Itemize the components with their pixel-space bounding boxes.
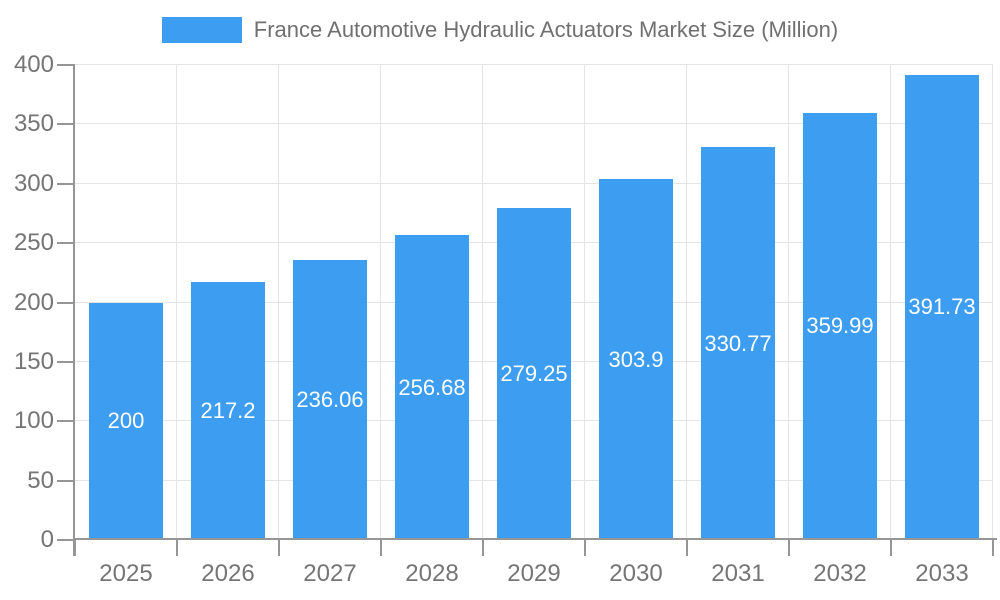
h-gridline xyxy=(75,123,993,125)
bar-2032[interactable]: 359.99 xyxy=(803,112,877,540)
v-gridline xyxy=(380,65,381,540)
bar-value-label: 330.77 xyxy=(704,330,772,356)
y-tick-label: 400 xyxy=(13,51,54,78)
h-gridline xyxy=(75,182,993,184)
v-gridline xyxy=(788,65,789,540)
bar-2031[interactable]: 330.77 xyxy=(701,147,775,540)
y-tick-label: 300 xyxy=(13,169,54,197)
y-axis-tick xyxy=(57,123,75,126)
v-gridline xyxy=(584,65,585,540)
y-tick-label: 150 xyxy=(13,347,54,375)
x-tick-label: 2027 xyxy=(303,560,357,587)
x-tick-label: 2031 xyxy=(711,560,765,587)
x-axis-tick xyxy=(74,540,76,556)
bar-value-label: 256.68 xyxy=(398,374,466,400)
bar-value-label: 303.9 xyxy=(608,346,664,372)
y-axis-tick xyxy=(57,301,75,304)
v-gridline xyxy=(278,65,279,540)
y-axis-tick xyxy=(57,360,75,363)
y-axis-line xyxy=(73,65,75,556)
bar-2026[interactable]: 217.2 xyxy=(191,282,265,540)
x-tick-label: 2033 xyxy=(915,560,969,587)
v-gridline xyxy=(482,65,483,540)
y-tick-label: 50 xyxy=(27,466,54,494)
y-axis-tick xyxy=(57,182,75,185)
bar-2025[interactable]: 200 xyxy=(89,302,163,540)
x-axis-line xyxy=(75,538,997,540)
bar-value-label: 236.06 xyxy=(296,386,364,412)
plot-area: 200 217.2 236.06 256.68 279.25 303.9 330.77 359… xyxy=(75,64,993,540)
y-tick-label: 100 xyxy=(13,407,54,435)
x-tick-label: 2025 xyxy=(99,560,153,587)
y-axis-tick xyxy=(57,242,75,245)
legend-label: France Automotive Hydraulic Actuators Ma… xyxy=(253,17,839,42)
bar-value-label: 391.73 xyxy=(908,294,976,320)
x-tick-label: 2030 xyxy=(609,560,663,587)
bar-2028[interactable]: 256.68 xyxy=(395,235,469,540)
h-gridline xyxy=(75,64,993,65)
bar-value-label: 200 xyxy=(107,408,145,434)
x-axis-tick xyxy=(890,540,892,556)
x-tick-label: 2028 xyxy=(405,560,459,587)
bar-2033[interactable]: 391.73 xyxy=(905,74,979,540)
y-axis-tick xyxy=(57,64,75,66)
x-axis-tick xyxy=(278,540,280,556)
y-axis-tick xyxy=(57,539,75,541)
x-axis-tick xyxy=(584,540,586,556)
x-axis-tick xyxy=(686,540,688,556)
x-axis-tick xyxy=(992,540,994,556)
bar-2027[interactable]: 236.06 xyxy=(293,259,367,540)
bar-2029[interactable]: 279.25 xyxy=(497,208,571,540)
v-gridline xyxy=(686,65,687,540)
x-tick-label: 2026 xyxy=(201,560,255,587)
y-tick-label: 350 xyxy=(13,110,54,138)
x-axis-tick xyxy=(482,540,484,556)
v-gridline xyxy=(890,65,891,540)
y-axis-tick xyxy=(57,420,75,423)
bar-value-label: 359.99 xyxy=(806,313,874,339)
bar-2030[interactable]: 303.9 xyxy=(599,179,673,540)
bar-value-label: 279.25 xyxy=(500,361,568,387)
y-tick-label: 250 xyxy=(13,229,54,257)
x-tick-label: 2029 xyxy=(507,560,561,587)
x-tick-label: 2032 xyxy=(813,560,867,587)
v-gridline xyxy=(176,65,177,540)
legend-swatch xyxy=(161,17,242,43)
x-axis-tick xyxy=(380,540,382,556)
legend-item[interactable]: France Automotive Hydraulic Actuators Ma… xyxy=(0,17,1000,43)
x-axis-tick xyxy=(788,540,790,556)
y-tick-label: 0 xyxy=(40,526,54,553)
y-tick-label: 200 xyxy=(13,288,54,316)
v-gridline xyxy=(992,65,993,540)
x-axis-tick xyxy=(176,540,178,556)
bar-value-label: 217.2 xyxy=(200,398,256,424)
y-axis-tick xyxy=(57,479,75,482)
